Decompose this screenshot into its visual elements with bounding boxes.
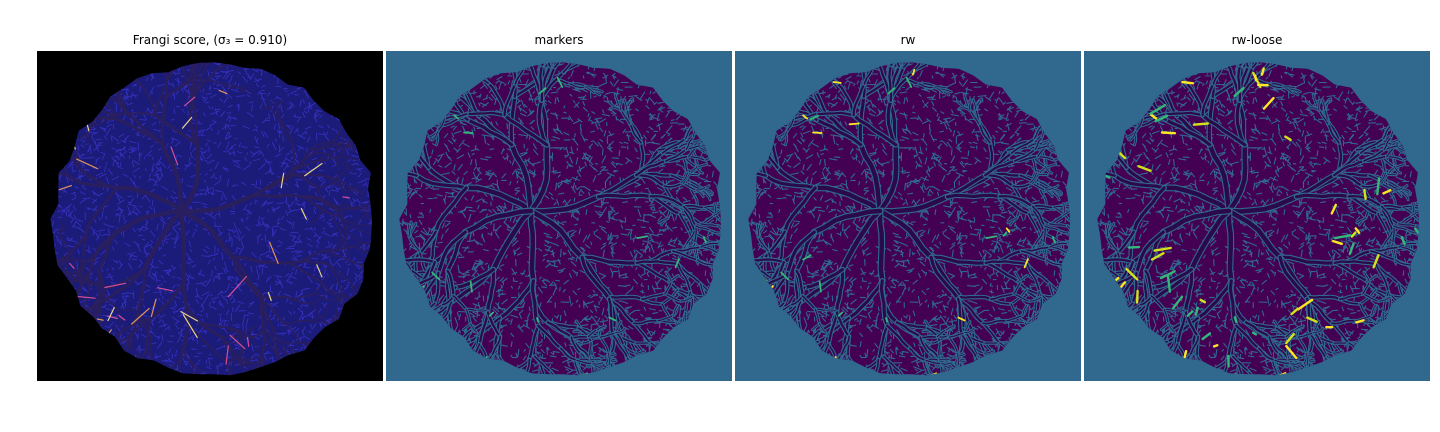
markers-image — [386, 51, 732, 381]
markers-title-text: markers — [534, 33, 584, 47]
panel-title-frangi: Frangi score, (σ₃ = 0.910) — [37, 33, 383, 48]
random-walker-segmentation — [735, 51, 1081, 381]
random-walker-loose-segmentation — [1084, 51, 1430, 381]
marker-label-map — [386, 51, 732, 381]
frangi-score-image — [37, 51, 383, 381]
rw-loose-image — [1084, 51, 1430, 381]
rw-loose-title-text: rw-loose — [1231, 33, 1283, 47]
frangi-vesselness-map — [37, 51, 383, 381]
panel-title-markers: markers — [386, 33, 732, 48]
frangi-title-text: Frangi score, (σ₃ = 0.910) — [132, 33, 288, 47]
panel-title-rw-loose: rw-loose — [1084, 33, 1430, 48]
rw-image — [735, 51, 1081, 381]
panel-title-rw: rw — [735, 33, 1081, 48]
rw-title-text: rw — [900, 33, 916, 47]
